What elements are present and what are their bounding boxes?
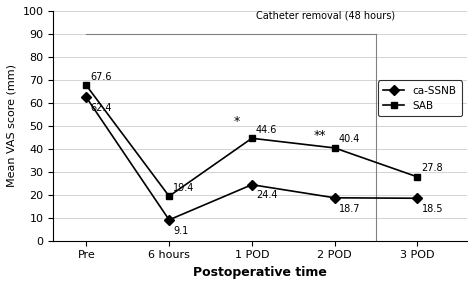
SAB <box>332 146 337 150</box>
Line: SAB: SAB <box>83 82 421 200</box>
Line: ca-SSNB: ca-SSNB <box>83 94 421 223</box>
Legend: ca-SSNB, SAB: ca-SSNB, SAB <box>378 80 462 116</box>
Text: Catheter removal (48 hours): Catheter removal (48 hours) <box>256 10 395 20</box>
Text: 67.6: 67.6 <box>91 72 112 82</box>
ca-SSNB <box>83 96 89 99</box>
ca-SSNB <box>332 196 337 200</box>
Text: 18.7: 18.7 <box>339 204 360 214</box>
Text: 19.4: 19.4 <box>173 183 195 193</box>
ca-SSNB <box>415 196 420 200</box>
Text: **: ** <box>313 128 326 142</box>
Text: 44.6: 44.6 <box>256 125 277 135</box>
SAB <box>166 194 172 198</box>
SAB <box>249 136 255 140</box>
SAB <box>83 84 89 87</box>
Text: 40.4: 40.4 <box>339 134 360 144</box>
ca-SSNB <box>166 218 172 222</box>
Text: 62.4: 62.4 <box>91 103 112 113</box>
Text: 9.1: 9.1 <box>173 226 189 236</box>
Text: *: * <box>234 115 240 128</box>
Text: 24.4: 24.4 <box>256 190 277 200</box>
Text: 18.5: 18.5 <box>421 204 443 214</box>
Y-axis label: Mean VAS score (mm): Mean VAS score (mm) <box>7 64 17 187</box>
SAB <box>415 175 420 178</box>
Text: 27.8: 27.8 <box>421 163 443 173</box>
ca-SSNB <box>249 183 255 186</box>
X-axis label: Postoperative time: Postoperative time <box>193 266 327 279</box>
